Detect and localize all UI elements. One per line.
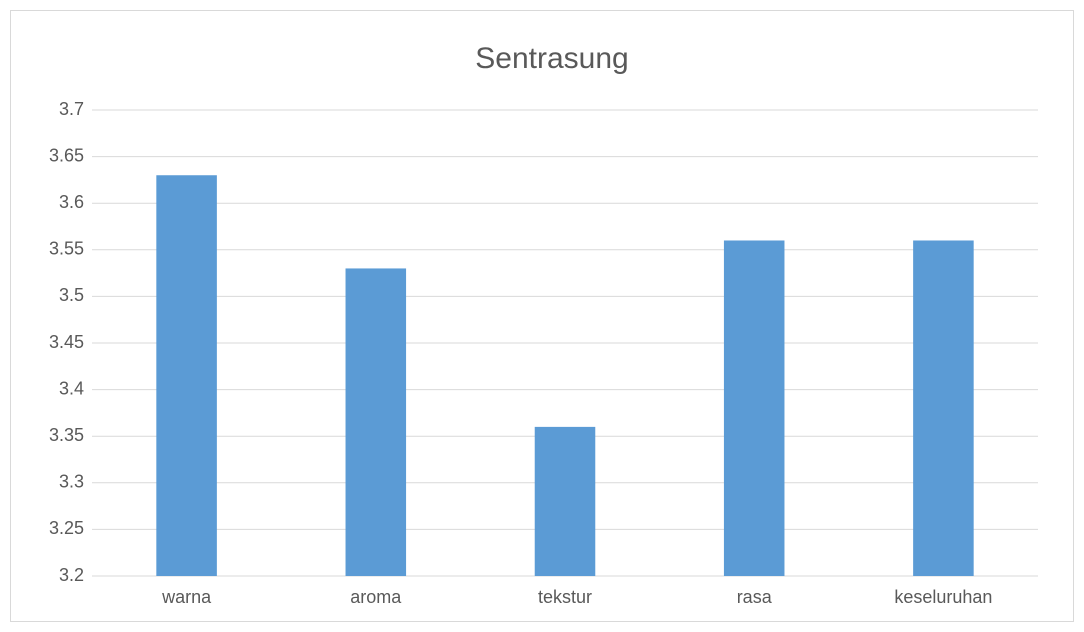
y-tick-label: 3.45 (49, 332, 84, 352)
x-tick-label: aroma (350, 587, 402, 607)
y-tick-label: 3.2 (59, 565, 84, 585)
y-tick-label: 3.55 (49, 239, 84, 259)
x-tick-label: warna (161, 587, 212, 607)
y-tick-label: 3.4 (59, 378, 84, 398)
bar (723, 240, 785, 577)
x-tick-label: keseluruhan (894, 587, 992, 607)
bar (156, 175, 217, 577)
bar (345, 268, 407, 576)
y-tick-label: 3.6 (59, 192, 84, 212)
x-tick-label: tekstur (538, 587, 592, 607)
y-tick-label: 3.5 (59, 285, 84, 305)
y-tick-label: 3.7 (59, 99, 84, 119)
y-tick-label: 3.3 (59, 472, 84, 492)
bar (913, 240, 974, 577)
y-tick-label: 3.65 (49, 145, 84, 165)
chart-title: Sentrasung (475, 42, 628, 75)
y-tick-label: 3.35 (49, 425, 84, 445)
x-tick-label: rasa (737, 587, 773, 607)
bar (534, 426, 596, 576)
y-tick-label: 3.25 (49, 518, 84, 538)
